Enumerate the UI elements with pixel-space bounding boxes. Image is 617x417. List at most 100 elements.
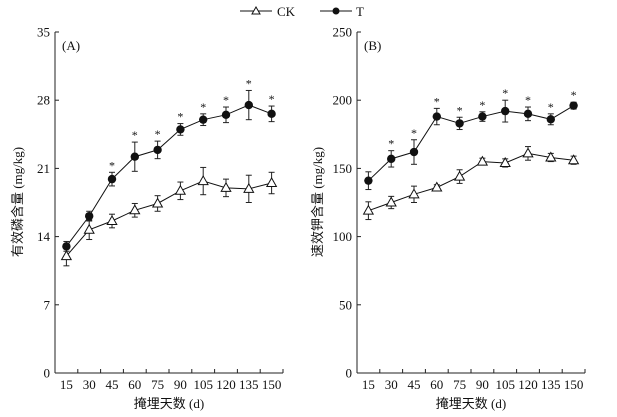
panel-label-a: (A)	[62, 38, 80, 53]
y-axis-title-a: 有效磷含量 (mg/kg)	[10, 147, 25, 257]
data-point-t	[199, 115, 208, 124]
series-line-ck	[368, 152, 574, 212]
significance-marker: *	[434, 94, 440, 108]
x-axis-title-a: 掩埋天数 (d)	[134, 396, 204, 411]
data-point-t	[409, 147, 419, 157]
data-point-t	[478, 112, 487, 121]
data-point-t	[432, 112, 441, 121]
data-point-t	[501, 106, 510, 116]
data-point-ck	[265, 176, 278, 188]
data-point-ck	[83, 223, 95, 234]
data-point-t	[153, 145, 162, 155]
x-tick-label: 75	[453, 377, 466, 392]
x-tick-label: 105	[495, 377, 515, 392]
legend-item-t: T	[320, 4, 364, 19]
x-tick-label: 90	[174, 377, 187, 392]
y-axis-title-b: 速效钾含量 (mg/kg)	[310, 147, 325, 257]
data-point-ck	[197, 175, 209, 186]
legend-label-ck: CK	[277, 4, 296, 19]
data-point-t	[62, 242, 71, 251]
panel-a: (A) 掩埋天数 (d) 有效磷含量 (mg/kg) 0 7 14 21 28 35 15 3…	[10, 25, 284, 411]
panel-label-b: (B)	[364, 38, 381, 53]
legend: CK T	[240, 4, 364, 19]
data-point-ck	[499, 156, 511, 167]
significance-marker: *	[132, 128, 138, 142]
legend-marker-triangle	[251, 5, 261, 15]
x-tick-label: 30	[385, 377, 398, 392]
y-tick-label: 21	[37, 161, 50, 176]
x-tick-label: 60	[430, 377, 443, 392]
data-point-ck	[174, 184, 187, 195]
data-point-ck	[385, 196, 397, 207]
y-tick-label: 7	[44, 297, 51, 312]
data-point-ck	[129, 204, 141, 215]
data-point-ck	[522, 147, 534, 158]
data-point-ck	[220, 181, 232, 192]
y-tick-label: 200	[333, 93, 353, 108]
y-tick-label: 35	[37, 25, 50, 40]
significance-marker: *	[571, 88, 577, 102]
y-tick-label: 100	[333, 229, 353, 244]
x-tick-label: 15	[60, 377, 73, 392]
y-tick-label: 14	[37, 229, 51, 244]
y-tick-label: 150	[333, 161, 353, 176]
significance-marker: *	[479, 98, 485, 112]
data-point-t	[455, 119, 464, 128]
significance-marker: *	[223, 93, 229, 107]
data-point-t	[244, 100, 253, 110]
significance-marker: *	[109, 158, 115, 172]
data-point-ck	[476, 155, 489, 166]
data-point-t	[176, 125, 185, 134]
data-point-t	[387, 154, 396, 164]
x-tick-label: 120	[216, 377, 236, 392]
significance-marker: *	[548, 100, 554, 114]
x-tick-label: 150	[262, 377, 282, 392]
y-tick-label: 0	[44, 366, 51, 381]
y-tick-label: 50	[339, 297, 352, 312]
data-point-ck	[453, 170, 466, 181]
y-tick-label: 28	[37, 93, 50, 108]
significance-marker: *	[502, 86, 508, 100]
legend-item-ck: CK	[240, 4, 296, 19]
x-tick-label: 150	[564, 377, 584, 392]
data-point-t	[569, 101, 578, 110]
data-point-ck	[545, 151, 557, 162]
data-point-ck	[151, 197, 164, 208]
data-point-t	[107, 174, 117, 184]
significance-marker: *	[177, 110, 183, 124]
significance-marker: *	[155, 127, 161, 141]
significance-marker: *	[525, 93, 531, 107]
y-tick-label: 250	[333, 25, 353, 40]
significance-marker: *	[457, 103, 463, 117]
series-line-t	[66, 104, 272, 247]
data-point-ck	[567, 154, 580, 165]
data-point-t	[130, 152, 139, 161]
data-point-t	[267, 109, 276, 119]
x-tick-label: 15	[362, 377, 375, 392]
series-line-t	[368, 105, 574, 182]
x-tick-label: 135	[239, 377, 259, 392]
series-line-ck	[66, 180, 272, 257]
x-tick-label: 90	[476, 377, 489, 392]
data-point-ck	[408, 188, 420, 199]
data-point-t	[221, 110, 231, 120]
x-tick-label: 135	[541, 377, 561, 392]
significance-marker: *	[246, 76, 252, 90]
data-point-t	[85, 211, 94, 221]
x-tick-label: 45	[106, 377, 119, 392]
significance-marker: *	[269, 92, 275, 106]
data-point-ck	[362, 204, 375, 215]
data-point-t	[523, 109, 533, 119]
x-axis-title-b: 掩埋天数 (d)	[436, 396, 506, 411]
x-tick-label: 60	[128, 377, 141, 392]
x-tick-label: 30	[83, 377, 96, 392]
legend-label-t: T	[356, 4, 364, 19]
panel-b: (B) 掩埋天数 (d) 速效钾含量 (mg/kg) 0 50 100 150 200 2…	[310, 25, 586, 411]
data-point-t	[546, 115, 555, 124]
x-tick-label: 45	[408, 377, 421, 392]
x-tick-label: 120	[518, 377, 538, 392]
legend-marker-circle	[332, 7, 340, 15]
data-point-ck	[243, 182, 255, 193]
significance-marker: *	[200, 100, 206, 114]
